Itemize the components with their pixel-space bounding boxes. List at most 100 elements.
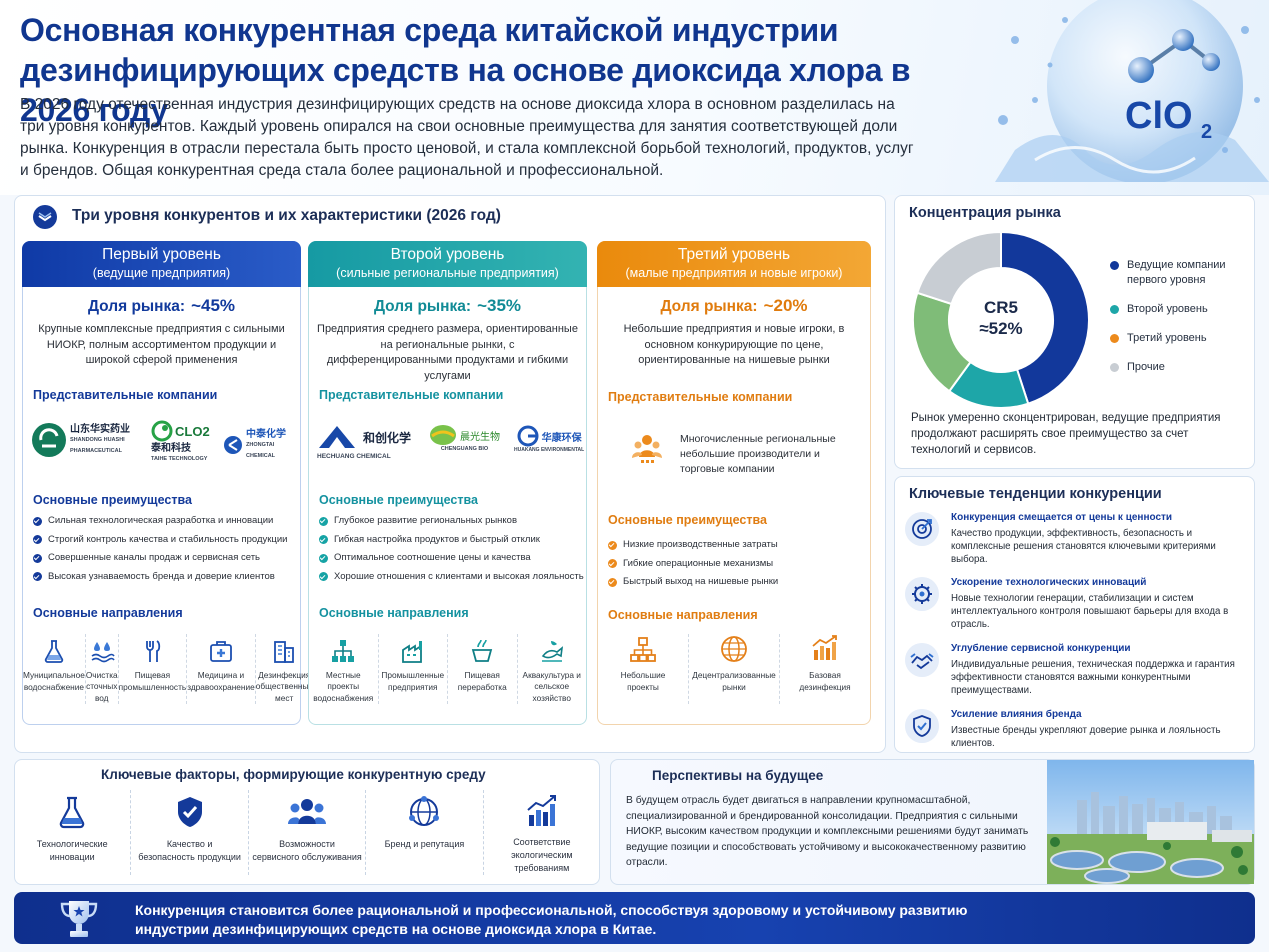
direction-item: Аквакультура и сельское хозяйство bbox=[516, 634, 587, 704]
tier-subtitle: (сильные региональные предприятия) bbox=[336, 266, 559, 280]
advantage-text: Быстрый выход на нишевые рынки bbox=[623, 576, 779, 587]
clo2-splash-illustration: ClO 2 bbox=[995, 0, 1269, 182]
list-item: Гибкие операционные механизмы bbox=[608, 555, 864, 574]
legend-item: Третий уровень bbox=[1110, 331, 1240, 346]
donut-slice-4 bbox=[916, 230, 1002, 306]
factor-label: Качество и безопасность продукции bbox=[138, 839, 241, 862]
tier-header: Первый уровень (ведущие предприятия) bbox=[22, 241, 301, 287]
concentration-title: Концентрация рынка bbox=[909, 205, 1061, 221]
tier-header: Второй уровень (сильные региональные пре… bbox=[308, 241, 587, 287]
direction-label: Очистка сточных вод bbox=[85, 669, 118, 703]
factor-label: Соответствие экологическим требованиям bbox=[511, 837, 573, 873]
tier-subtitle: (ведущие предприятия) bbox=[92, 266, 231, 280]
check-icon bbox=[33, 553, 42, 563]
trend-text: Известные бренды укрепляют доверие рынка… bbox=[951, 725, 1221, 749]
company-logo-zhongtai: 中泰化学 ZHONGTAI CHEMICAL bbox=[223, 422, 300, 468]
check-icon bbox=[319, 535, 328, 545]
company-name-en: ZHONGTAI CHEMICAL bbox=[246, 441, 276, 459]
factor-label: Бренд и репутация bbox=[384, 839, 465, 849]
tier-description: Небольшие предприятия и новые игроки, в … bbox=[623, 323, 845, 366]
factor-label: Возможности сервисного обслуживания bbox=[252, 839, 362, 862]
company-logo-chenguang: 晨光生物 CHENGUANG BIO bbox=[429, 424, 500, 470]
donut-slice-1 bbox=[1000, 230, 1090, 405]
layers-icon bbox=[33, 205, 57, 229]
shield-check-icon bbox=[905, 709, 939, 743]
list-item: Оптимальное соотношение цены и качества bbox=[319, 549, 580, 568]
directions-heading: Основные направления bbox=[319, 606, 469, 620]
trends-card bbox=[894, 476, 1255, 753]
legend-swatch bbox=[1110, 363, 1119, 372]
directions-row: Муниципальное водоснабжение Очистка сточ… bbox=[23, 634, 313, 704]
advantages-list: Сильная технологическая разработка и инн… bbox=[33, 512, 294, 586]
factor-label: Технологические инновации bbox=[36, 839, 108, 862]
growth-chart-icon bbox=[527, 795, 556, 826]
company-name-cn: 晨光生物 bbox=[460, 431, 500, 443]
market-share: Доля рынка: ~35% bbox=[309, 296, 586, 316]
globe-icon bbox=[721, 636, 747, 662]
legend-swatch bbox=[1110, 261, 1119, 270]
hechuang-logo bbox=[319, 426, 355, 448]
list-item: Гибкая настройка продуктов и быстрый отк… bbox=[319, 531, 580, 550]
small-companies-text: Многочисленные региональные небольшие пр… bbox=[680, 433, 836, 475]
direction-item: Базовая дезинфекция bbox=[779, 634, 870, 704]
market-share: Доля рынка: ~20% bbox=[598, 296, 870, 316]
check-icon bbox=[608, 540, 617, 550]
advantage-text: Низкие производственные затраты bbox=[623, 539, 778, 550]
direction-item: Очистка сточных вод bbox=[84, 634, 118, 704]
company-name-cn: 华康环保 bbox=[541, 432, 582, 444]
city-water-plant-image bbox=[1047, 760, 1254, 884]
direction-label: Пищевая переработка bbox=[457, 670, 507, 692]
future-title: Перспективы на будущее bbox=[652, 768, 824, 783]
company-name-cn: 中泰化学 bbox=[246, 428, 286, 440]
directions-row: Небольшие проекты Децентрализованные рын… bbox=[598, 634, 870, 704]
legend-item: Ведущие компании первого уровня bbox=[1110, 258, 1240, 288]
list-item: Строгий контроль качества и стабильность… bbox=[33, 531, 294, 550]
trophy-icon bbox=[60, 901, 98, 937]
trend-text: Индивидуальные решения, техническая подд… bbox=[951, 659, 1235, 696]
company-name-en: SHANDONG HUASHI PHARMACEUTICAL bbox=[70, 436, 125, 454]
factor-item: Бренд и репутация bbox=[365, 790, 482, 875]
legend-label: Ведущие компании первого уровня bbox=[1127, 259, 1226, 286]
tier-card-third: Третий уровень (малые предприятия и новы… bbox=[597, 241, 871, 725]
advantages-list: Низкие производственные затраты Гибкие о… bbox=[608, 536, 864, 592]
tiers-section-title: Три уровня конкурентов и их характеристи… bbox=[72, 207, 501, 224]
market-share-label: Доля рынка: bbox=[660, 298, 758, 315]
check-icon bbox=[33, 535, 42, 545]
tier-subtitle: (малые предприятия и новые игроки) bbox=[625, 266, 843, 280]
conclusion-text: Конкуренция становится более рационально… bbox=[135, 902, 968, 937]
tier-name: Второй уровень bbox=[390, 246, 505, 263]
svg-text:2: 2 bbox=[1201, 121, 1212, 143]
list-item: Быстрый выход на нишевые рынки bbox=[608, 573, 864, 592]
legend-item: Прочие bbox=[1110, 360, 1240, 375]
legend-label: Третий уровень bbox=[1127, 332, 1207, 344]
direction-label: Местные проекты водоснабжения bbox=[313, 669, 374, 703]
legend-item: Второй уровень bbox=[1110, 302, 1240, 317]
company-name-cn: 和创化学 bbox=[363, 430, 412, 445]
market-share-label: Доля рынка: bbox=[373, 298, 472, 315]
trend-text: Новые технологии генерации, стабилизации… bbox=[951, 593, 1229, 630]
directions-heading: Основные направления bbox=[33, 606, 183, 620]
advantage-text: Сильная технологическая разработка и инн… bbox=[48, 515, 274, 526]
taihe-logo bbox=[151, 420, 173, 442]
directions-row: Местные проекты водоснабжения Промышленн… bbox=[309, 634, 586, 704]
tier-description: Предприятия среднего размера, ориентиров… bbox=[317, 323, 578, 382]
tier-name: Первый уровень bbox=[102, 246, 221, 263]
advantage-text: Строгий контроль качества и стабильность… bbox=[48, 533, 288, 545]
direction-label: Медицина и здравоохранение bbox=[187, 670, 255, 692]
direction-label: Пищевая промышленность bbox=[118, 670, 187, 692]
company-name-en: TAIHE TECHNOLOGY bbox=[151, 456, 208, 462]
quality-shield-icon bbox=[177, 797, 202, 827]
advantage-text: Высокая узнаваемость бренда и доверие кл… bbox=[48, 570, 275, 582]
check-icon bbox=[319, 553, 328, 563]
direction-item: Промышленные предприятия bbox=[377, 634, 448, 704]
taihe-mark: CLO2 bbox=[175, 423, 210, 439]
check-icon bbox=[608, 559, 617, 569]
factor-item: Возможности сервисного обслуживания bbox=[247, 790, 365, 875]
trend-title: Усиление влияния бренда bbox=[951, 709, 1082, 720]
check-icon bbox=[608, 577, 617, 587]
market-share-label: Доля рынка: bbox=[87, 298, 186, 315]
water-drops-icon bbox=[91, 641, 115, 662]
trend-title: Конкуренция смещается от цены к ценности bbox=[951, 512, 1173, 523]
legend-swatch bbox=[1110, 305, 1119, 314]
tier-card-first: Первый уровень (ведущие предприятия) Дол… bbox=[22, 241, 313, 725]
